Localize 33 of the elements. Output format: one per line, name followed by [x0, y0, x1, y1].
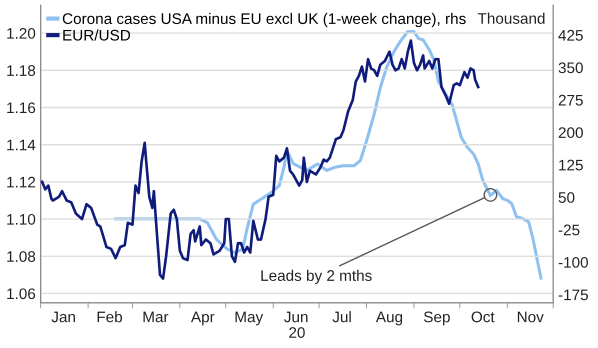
x-tick-label: Aug [376, 312, 402, 326]
legend-label: EUR/USD [63, 29, 130, 41]
y2-tick-label: 425 [558, 30, 583, 41]
legend-label: Corona cases USA minus EU excl UK (1-week change), rhs [62, 12, 466, 28]
x-tick-label: Sep [424, 311, 450, 326]
y-tick-label: 1.16 [7, 102, 36, 114]
y2-tick-label: 275 [558, 94, 583, 106]
x-tick-label: May [236, 312, 264, 326]
x-axis-title: 20 [289, 327, 305, 338]
x-tick-label: Mar [144, 312, 168, 322]
y2-tick-label: -25 [558, 224, 580, 236]
annotation: Leads by 2 mths [261, 270, 372, 284]
y2-tick-label: -100 [558, 256, 588, 268]
y2-tick-label: 350 [558, 62, 583, 74]
x-tick-label: Feb [98, 311, 122, 322]
y2-tick-label: 50 [558, 192, 574, 203]
y-tick-label: 1.20 [7, 28, 36, 39]
y-tick-label: 1.18 [7, 65, 36, 76]
y-tick-label: 1.06 [7, 288, 36, 300]
y-tick-label: 1.12 [7, 176, 36, 188]
y2-tick-label: -175 [558, 290, 588, 300]
x-tick-label: Apr [190, 312, 214, 326]
x-tick-label: Jul [332, 311, 351, 322]
y2-tick-label: 125 [559, 160, 583, 170]
x-tick-label: Oct [472, 311, 495, 322]
y2-axis-title: Thousand [478, 12, 544, 24]
x-tick-label: Jan [52, 312, 75, 322]
y-tick-label: 1.10 [7, 214, 36, 225]
y-tick-label: 1.14 [7, 140, 36, 150]
x-tick-label: Jun [284, 312, 308, 322]
y2-tick-label: 200 [558, 127, 583, 138]
x-tick-label: Nov [518, 312, 544, 322]
y-tick-label: 1.08 [7, 251, 36, 262]
